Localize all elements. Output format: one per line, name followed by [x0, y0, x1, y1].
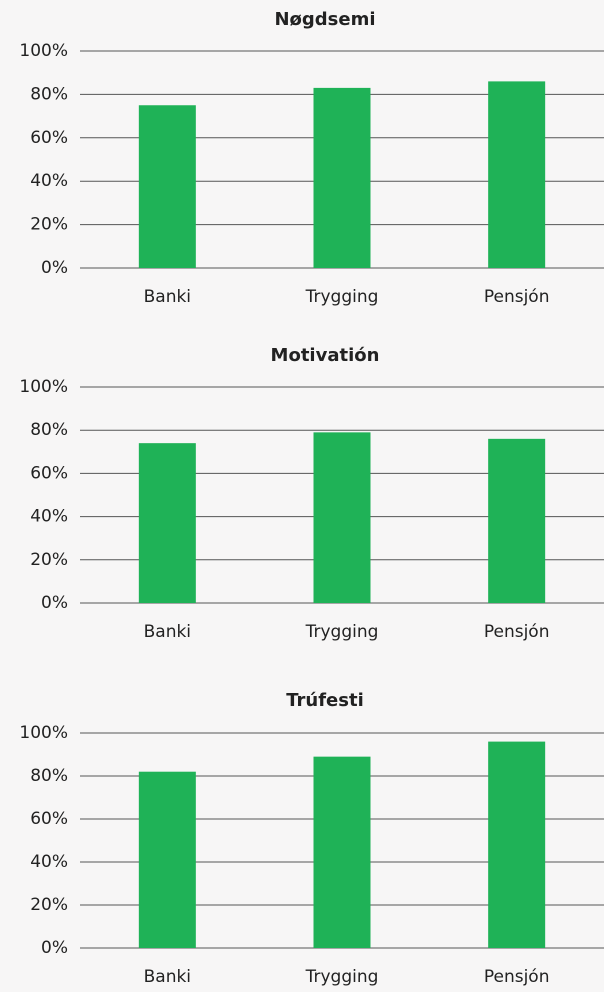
x-tick-label: Trygging [305, 287, 379, 307]
bar [138, 443, 196, 603]
x-tick-label: Pensjón [484, 967, 550, 987]
y-tick-label: 40% [30, 852, 68, 872]
x-tick-label: Trygging [305, 967, 379, 987]
bar [488, 741, 546, 948]
y-tick-label: 100% [19, 377, 68, 397]
bar [313, 756, 371, 948]
x-tick-label: Trygging [305, 622, 379, 642]
y-tick-label: 0% [41, 593, 68, 613]
chart-title: Motivatión [271, 345, 380, 366]
x-tick-label: Pensjón [484, 287, 550, 307]
bar [488, 81, 546, 268]
x-tick-label: Banki [144, 622, 191, 642]
y-tick-label: 20% [30, 215, 68, 235]
y-tick-label: 20% [30, 895, 68, 915]
y-tick-label: 0% [41, 938, 68, 958]
y-tick-label: 60% [30, 463, 68, 483]
chart-title: Nøgdsemi [274, 9, 375, 30]
bar [313, 432, 371, 603]
y-tick-label: 80% [30, 766, 68, 786]
y-tick-label: 40% [30, 171, 68, 191]
y-tick-label: 100% [19, 41, 68, 61]
x-tick-label: Banki [144, 287, 191, 307]
y-tick-label: 60% [30, 128, 68, 148]
chart-title: Trúfesti [286, 690, 364, 711]
y-tick-label: 0% [41, 258, 68, 278]
x-tick-label: Banki [144, 967, 191, 987]
bar [313, 87, 371, 268]
y-tick-label: 20% [30, 550, 68, 570]
y-tick-label: 80% [30, 84, 68, 104]
bar [138, 771, 196, 948]
y-tick-label: 60% [30, 809, 68, 829]
y-tick-label: 80% [30, 420, 68, 440]
x-tick-label: Pensjón [484, 622, 550, 642]
y-tick-label: 100% [19, 723, 68, 743]
bar [488, 438, 546, 603]
y-tick-label: 40% [30, 507, 68, 527]
bar [138, 105, 196, 268]
